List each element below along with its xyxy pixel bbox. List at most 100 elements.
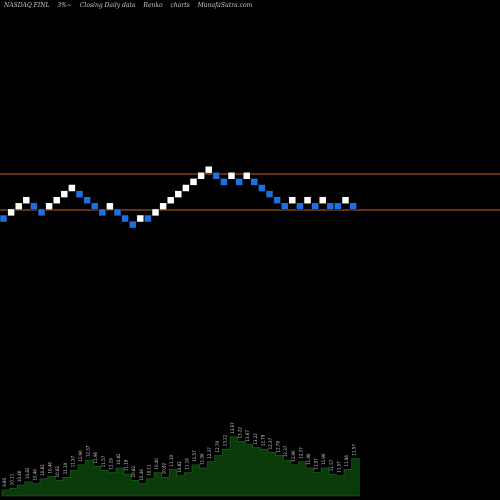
renko-brick — [235, 178, 243, 186]
renko-brick — [159, 202, 167, 211]
renko-brick — [189, 178, 198, 186]
renko-brick — [121, 214, 129, 223]
renko-brick — [349, 202, 357, 211]
renko-brick — [242, 172, 251, 180]
volume-label: 10.46 — [154, 458, 159, 470]
renko-brick — [182, 184, 190, 192]
volume-label: 11.96 — [344, 455, 349, 467]
renko-bricks — [0, 165, 357, 229]
renko-brick — [265, 190, 274, 198]
renko-brick — [166, 196, 175, 204]
chart-suffix-label: charts — [170, 2, 190, 9]
volume-label: 13.22 — [253, 433, 258, 445]
renko-brick — [334, 202, 342, 211]
volume-label: 12.37 — [207, 447, 212, 459]
chart-kind-label: Closing Daily data — [79, 2, 136, 9]
volume-label: 10.11 — [10, 473, 15, 485]
volume-label: 10.82 — [131, 465, 136, 477]
site-label: MunafaSutra.com — [197, 2, 253, 9]
volume-label: 11.96 — [291, 450, 296, 462]
renko-brick — [303, 196, 312, 204]
volume-label: 9.80 — [2, 477, 7, 486]
renko-brick — [227, 172, 236, 180]
volume-label: 11.96 — [321, 453, 326, 465]
volume-label: 11.96 — [78, 450, 83, 462]
chart-type-label: Renko — [143, 2, 163, 9]
ticker-label: NASDAQ FINL — [4, 2, 50, 9]
chart-header: NASDAQ FINL 3%~ Closing Daily data Renko… — [4, 2, 258, 9]
volume-label: 11.57 — [329, 459, 334, 471]
volume-label: 11.96 — [306, 453, 311, 465]
renko-brick — [296, 202, 304, 211]
volume-label: 13.67 — [245, 430, 250, 442]
volume-label: 13.67 — [230, 422, 235, 434]
volume-label: 11.57 — [352, 444, 357, 456]
renko-brick — [37, 208, 46, 217]
volume-label: 11.57 — [336, 461, 341, 473]
volume-label: 11.57 — [314, 458, 319, 470]
renko-brick — [113, 208, 122, 217]
renko-brick — [83, 196, 91, 204]
volume-label: 11.19 — [184, 458, 189, 470]
renko-brick — [128, 220, 137, 229]
renko-brick — [326, 202, 335, 211]
volume-label: 10.82 — [25, 467, 30, 479]
change-label: 3%~ — [57, 2, 72, 9]
renko-brick — [0, 214, 8, 223]
volume-label: 11.57 — [101, 455, 106, 467]
renko-brick — [318, 196, 327, 204]
renko-brick — [106, 202, 114, 211]
renko-brick — [288, 196, 297, 204]
volume-label: 11.19 — [108, 458, 113, 470]
renko-brick — [250, 178, 259, 186]
volume-label: 11.57 — [70, 455, 75, 467]
renko-brick — [212, 172, 221, 180]
renko-brick — [52, 196, 61, 204]
renko-brick — [7, 208, 15, 217]
volume-label: 12.37 — [86, 445, 91, 457]
renko-brick — [144, 214, 152, 223]
volume-label: 11.96 — [200, 453, 205, 465]
volume-label: 12.37 — [298, 447, 303, 459]
renko-brick — [68, 184, 76, 192]
volume-label: 10.82 — [162, 462, 167, 474]
volume-label: 12.79 — [276, 441, 281, 453]
renko-brick — [273, 196, 281, 204]
volume-label: 10.11 — [146, 464, 151, 476]
volume-label: 12.79 — [260, 434, 265, 446]
volume-label: 13.22 — [222, 434, 227, 446]
renko-brick — [341, 196, 350, 204]
renko-brick — [311, 202, 319, 211]
volume-labels: 9.80 10.11 10.46 10.82 10.46 10.82 10.46 10.82 1… — [2, 422, 357, 487]
volume-label: 12.37 — [268, 437, 273, 449]
volume-label: 11.19 — [63, 462, 68, 474]
renko-brick — [280, 202, 289, 211]
volume-label: 13.22 — [238, 426, 243, 438]
renko-brick — [60, 190, 69, 198]
volume-label: 10.46 — [17, 470, 22, 482]
volume-area — [1, 436, 360, 497]
renko-brick — [258, 184, 266, 192]
volume-panel — [1, 436, 360, 497]
volume-label: 10.82 — [177, 461, 182, 473]
renko-brick — [90, 202, 99, 211]
volume-label: 10.82 — [55, 465, 60, 477]
renko-brick — [151, 208, 160, 217]
renko-brick — [220, 178, 228, 186]
renko-brick — [75, 190, 84, 198]
volume-label: 11.19 — [169, 455, 174, 467]
renko-brick — [174, 190, 183, 198]
volume-label: 11.19 — [124, 459, 129, 471]
renko-brick — [197, 172, 205, 180]
volume-label: 10.46 — [139, 469, 144, 481]
volume-label: 11.57 — [192, 450, 197, 462]
renko-brick — [204, 165, 213, 174]
volume-label: 11.96 — [93, 451, 98, 463]
renko-brick — [14, 202, 23, 211]
renko-brick — [45, 202, 53, 211]
volume-label: 12.79 — [215, 441, 220, 453]
renko-brick — [30, 202, 38, 211]
volume-label: 10.46 — [48, 462, 53, 474]
